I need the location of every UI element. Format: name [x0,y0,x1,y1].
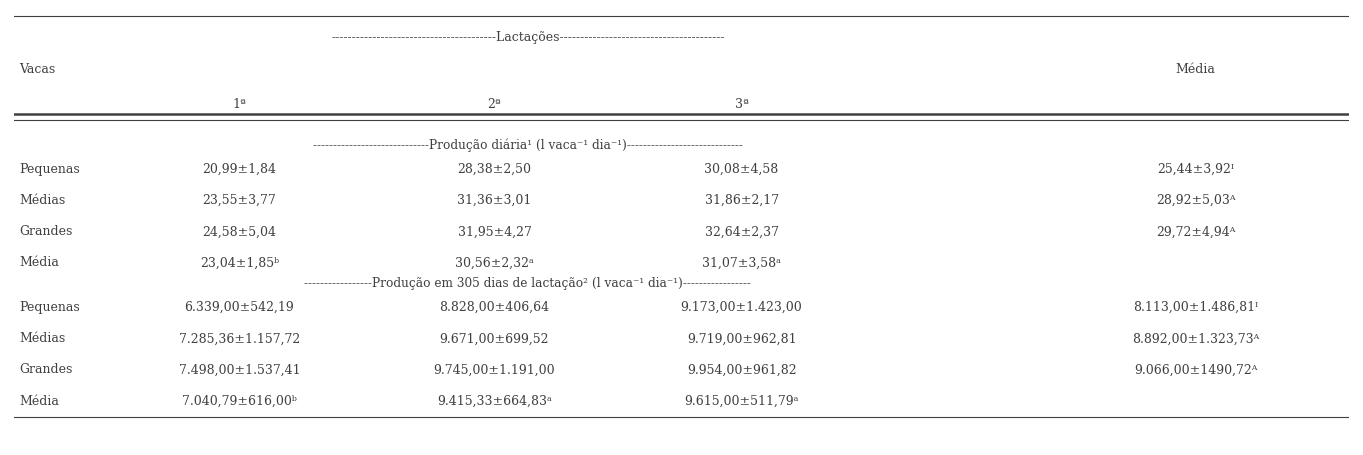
Text: 31,07±3,58ᵃ: 31,07±3,58ᵃ [702,257,781,269]
Text: 29,72±4,94ᴬ: 29,72±4,94ᴬ [1156,225,1235,238]
Text: -----------------------------Produção diária¹ (l vaca⁻¹ dia⁻¹)------------------: -----------------------------Produção di… [313,138,743,152]
Text: 25,44±3,92ᴵ: 25,44±3,92ᴵ [1157,163,1235,176]
Text: Médias: Médias [19,194,65,207]
Text: 31,86±2,17: 31,86±2,17 [705,194,778,207]
Text: 28,38±2,50: 28,38±2,50 [458,163,532,176]
Text: 2ª: 2ª [488,98,502,111]
Text: 9.066,00±1490,72ᴬ: 9.066,00±1490,72ᴬ [1134,364,1258,376]
Text: 9.173,00±1.423,00: 9.173,00±1.423,00 [680,301,803,314]
Text: 23,55±3,77: 23,55±3,77 [203,194,277,207]
Text: Vacas: Vacas [19,62,56,76]
Text: 24,58±5,04: 24,58±5,04 [202,225,277,238]
Text: 9.671,00±699,52: 9.671,00±699,52 [440,332,549,345]
Text: 30,56±2,32ᵃ: 30,56±2,32ᵃ [455,257,534,269]
Text: 9.615,00±511,79ᵃ: 9.615,00±511,79ᵃ [684,394,799,408]
Text: 9.954,00±961,82: 9.954,00±961,82 [687,364,796,376]
Text: 31,95±4,27: 31,95±4,27 [458,225,532,238]
Text: 31,36±3,01: 31,36±3,01 [458,194,532,207]
Text: 1ª: 1ª [233,98,247,111]
Text: Média: Média [19,257,59,269]
Text: 32,64±2,37: 32,64±2,37 [705,225,778,238]
Text: 3ª: 3ª [735,98,748,111]
Text: 7.285,36±1.157,72: 7.285,36±1.157,72 [179,332,300,345]
Text: 7.498,00±1.537,41: 7.498,00±1.537,41 [179,364,300,376]
Text: 28,92±5,03ᴬ: 28,92±5,03ᴬ [1156,194,1235,207]
Text: Pequenas: Pequenas [19,163,79,176]
Text: 9.745,00±1.191,00: 9.745,00±1.191,00 [433,364,555,376]
Text: 7.040,79±616,00ᵇ: 7.040,79±616,00ᵇ [181,394,297,408]
Text: 6.339,00±542,19: 6.339,00±542,19 [184,301,294,314]
Text: Pequenas: Pequenas [19,301,79,314]
Text: 8.828,00±406,64: 8.828,00±406,64 [439,301,549,314]
Text: 9.719,00±962,81: 9.719,00±962,81 [687,332,796,345]
Text: Média: Média [19,394,59,408]
Text: Média: Média [1176,62,1216,76]
Text: 8.892,00±1.323,73ᴬ: 8.892,00±1.323,73ᴬ [1133,332,1259,345]
Text: -----------------Produção em 305 dias de lactação² (l vaca⁻¹ dia⁻¹)-------------: -----------------Produção em 305 dias de… [304,277,751,289]
Text: Grandes: Grandes [19,225,72,238]
Text: ----------------------------------------Lactações-------------------------------: ----------------------------------------… [331,31,725,44]
Text: 8.113,00±1.486,81ᴵ: 8.113,00±1.486,81ᴵ [1133,301,1258,314]
Text: Grandes: Grandes [19,364,72,376]
Text: 23,04±1,85ᵇ: 23,04±1,85ᵇ [200,257,279,269]
Text: 9.415,33±664,83ᵃ: 9.415,33±664,83ᵃ [438,394,552,408]
Text: Médias: Médias [19,332,65,345]
Text: 30,08±4,58: 30,08±4,58 [705,163,778,176]
Text: 20,99±1,84: 20,99±1,84 [202,163,277,176]
